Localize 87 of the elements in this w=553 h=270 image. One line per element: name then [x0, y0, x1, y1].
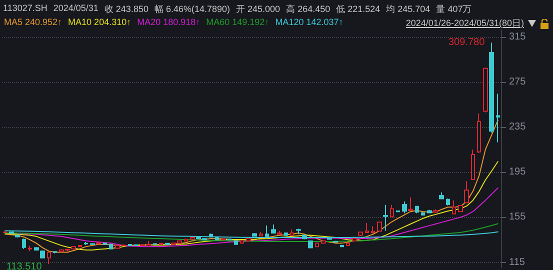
candlestick [377, 221, 382, 232]
text: 量 407万 [436, 3, 472, 16]
chart-subtitle: 2024/01/26-2024/05/31(80日) [406, 17, 524, 30]
candlestick [221, 238, 226, 241]
candlestick [190, 236, 195, 240]
y-tick-label: 235 [509, 122, 526, 133]
text: 高 264.450 [286, 3, 330, 16]
candlestick [153, 242, 157, 246]
candlestick [15, 234, 20, 238]
candlestick [103, 242, 107, 246]
candlestick [53, 250, 57, 254]
candlestick [477, 112, 481, 154]
candlestick [28, 245, 32, 252]
candlestick [78, 244, 82, 248]
chart-title: 113027.SH [3, 3, 48, 15]
candlestick [496, 93, 500, 143]
candlestick [408, 196, 413, 212]
candlestick [47, 251, 51, 265]
candlestick [246, 238, 251, 242]
candlestick [84, 242, 88, 246]
candlestick [402, 200, 407, 214]
candlestick [489, 42, 494, 134]
annotation: 113.510 [6, 262, 42, 270]
candlestick [383, 204, 388, 232]
candlestick [315, 242, 319, 248]
line-series [17, 188, 498, 248]
candlestick [433, 208, 438, 214]
candlestick [340, 244, 344, 248]
y-tick-label: 155 [509, 212, 526, 223]
candlestick [483, 67, 488, 113]
candlestick [128, 244, 132, 247]
candlestick [421, 212, 425, 216]
candlestick [22, 238, 26, 250]
text: MA60 149.192↑ [206, 17, 270, 27]
candlestick [458, 205, 463, 213]
candlestick [96, 240, 101, 245]
candlestick [464, 180, 469, 204]
text: 低 221.524 [336, 3, 380, 16]
candlestick [452, 200, 456, 215]
candlestick [277, 230, 282, 236]
y-tick-label: 275 [509, 76, 526, 88]
line-series [4, 223, 498, 242]
line-series [4, 161, 498, 250]
candlestick [109, 243, 113, 250]
text: MA10 204.310↑ [68, 17, 132, 27]
text: 2024/05/31 [53, 3, 98, 15]
candlestick [271, 224, 276, 234]
candlestick [240, 240, 244, 244]
text: 均 245.704 [386, 3, 430, 16]
line-series [4, 120, 498, 253]
text: 开 245.000 [236, 3, 280, 16]
candlestick [184, 238, 188, 242]
candlestick [471, 149, 475, 181]
candlestick [34, 246, 39, 252]
candlestick [396, 210, 400, 213]
y-tick-label: 315 [509, 31, 526, 42]
candlestick [358, 231, 363, 236]
candlestick [365, 222, 369, 234]
candlestick [352, 238, 357, 242]
text: MA20 180.918↑ [137, 17, 200, 27]
text: 幅 6.46%(14.7890) [154, 3, 230, 16]
candlestick [446, 198, 450, 206]
candlestick [321, 240, 326, 244]
text: 收 243.850 [104, 3, 148, 16]
y-tick-label: 115 [509, 256, 526, 268]
candlestick [134, 244, 138, 246]
candlestick [159, 242, 163, 246]
candlestick [234, 240, 238, 246]
candlestick [390, 204, 394, 218]
candlestick [296, 228, 301, 235]
candlestick [415, 205, 419, 214]
candlestick [259, 231, 263, 237]
candlestick [346, 242, 350, 247]
text: MA5 240.952↑ [4, 17, 62, 27]
candlestick [40, 250, 45, 259]
candlestick [371, 226, 375, 234]
candlestick [165, 242, 170, 246]
candlestick [333, 240, 338, 244]
candlestick [290, 229, 294, 236]
annotation: 309.780 [448, 37, 486, 48]
candlestick [308, 240, 313, 249]
y-tick-label: 195 [509, 166, 526, 178]
candlestick [3, 230, 7, 234]
candlestick [439, 192, 444, 200]
candlestick [90, 242, 95, 246]
candlestick [427, 209, 432, 214]
text: MA120 142.037↑ [275, 17, 344, 27]
